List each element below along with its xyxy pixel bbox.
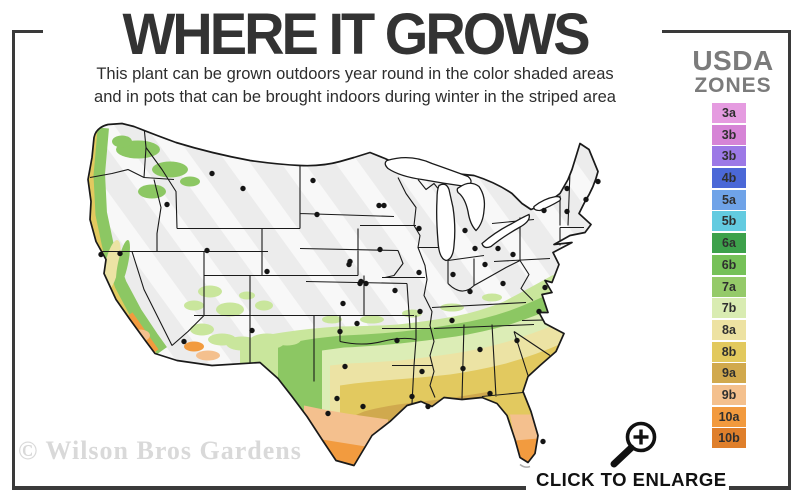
zoom-in-icon[interactable] (602, 418, 657, 470)
zone-swatch-5b: 5b (712, 211, 746, 232)
city-dots (98, 170, 601, 445)
zone-swatch-8b: 8b (712, 341, 746, 362)
subtitle-line-1: This plant can be grown outdoors year ro… (96, 65, 614, 83)
legend-heading-usda: USDA (692, 45, 774, 76)
zone-swatch-3b: 3b (712, 146, 746, 167)
zone-swatch-7b: 7b (712, 298, 746, 319)
zone-swatch-10a: 10a (712, 406, 746, 427)
usda-zone-map (82, 112, 662, 470)
zone-swatch-7a: 7a (712, 276, 746, 297)
zone-swatch-9b: 9b (712, 384, 746, 405)
subtitle: This plant can be grown outdoors year ro… (48, 63, 662, 109)
striped-region (88, 123, 598, 466)
frame-border-bottom-left (12, 486, 526, 490)
lake-erie (481, 213, 530, 249)
state-borders (89, 126, 584, 404)
frame-border-right (788, 30, 791, 490)
page-title: WHERE IT GROWS (122, 1, 590, 67)
frame-border-top-left (12, 30, 43, 33)
lake-michigan (436, 183, 456, 262)
zone-list: 3a 3b 3b 4b 5a 5b 6a 6b 7a 7b 8a 8b 9a 9b 10a 10b (712, 103, 746, 450)
zone-swatch-5a: 5a (712, 189, 746, 210)
frame-border-left (12, 30, 15, 490)
florida-keys (519, 463, 531, 468)
legend-heading-zones: ZONES (694, 74, 772, 98)
great-lakes (384, 156, 562, 262)
frame-border-top-right (662, 30, 791, 33)
zone-swatch-3a: 3a (712, 103, 746, 123)
zone-swatch-6b: 6b (712, 254, 746, 275)
zone-swatch-10b: 10b (712, 428, 746, 449)
us-map-svg (87, 122, 601, 468)
lake-huron (456, 182, 486, 232)
zone-swatch-3b: 3b (712, 124, 746, 145)
click-to-enlarge-label[interactable]: CLICK TO ENLARGE (536, 469, 727, 490)
zone-swatch-8a: 8a (712, 319, 746, 340)
zone-swatch-4b: 4b (712, 168, 746, 189)
subtitle-line-2: and in pots that can be brought indoors … (94, 88, 616, 106)
zone-swatch-6a: 6a (712, 233, 746, 254)
zone-swatch-9a: 9a (712, 363, 746, 384)
watermark: © Wilson Bros Gardens (18, 436, 302, 465)
lake-ontario (533, 195, 562, 212)
frame-border-bottom-right (729, 486, 791, 490)
legend-heading: USDA ZONES (683, 46, 783, 97)
